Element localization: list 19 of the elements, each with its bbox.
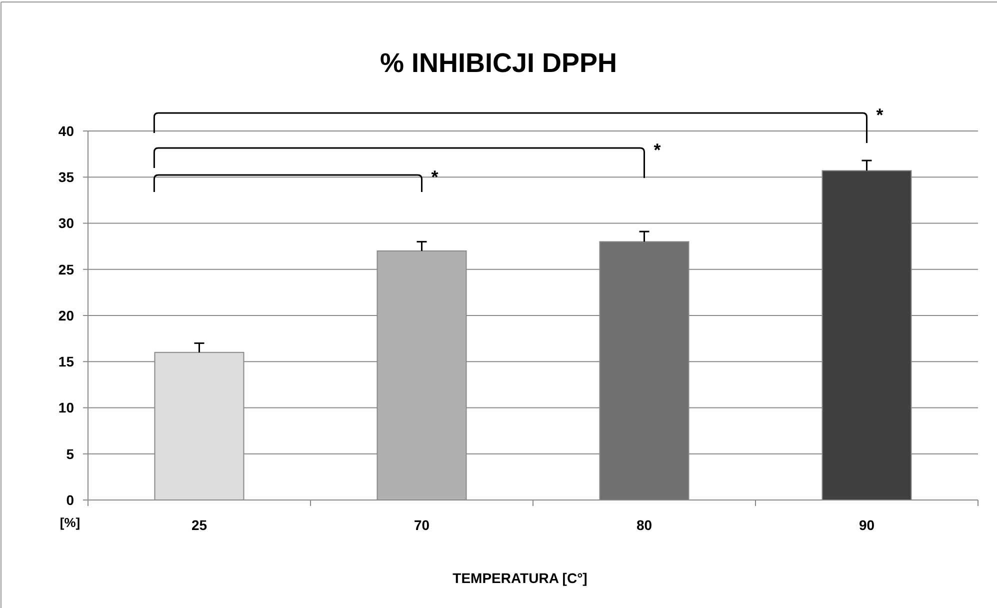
chart-title: % INHIBICJI DPPH [380,48,618,78]
annotation: * [431,167,438,187]
text: * [876,105,884,125]
y-tick-label: 40 [58,122,74,139]
x-tick-label: 25 [191,517,208,533]
y-tick-label: 0 [66,492,74,508]
y-tick-label: 20 [58,307,74,324]
x-tick-label: 70 [414,517,430,533]
y-tick-label: 5 [66,446,74,462]
annotation: * [654,140,661,160]
y-axis-title: [%] [60,515,80,530]
y-tick-label: 15 [58,354,74,370]
x-axis-title: TEMPERATURA [C°] [452,570,588,586]
y-tick-label: 30 [58,215,74,232]
y-tick-label: 10 [58,400,74,416]
x-tick-label: 90 [858,517,875,533]
y-tick-label: 25 [58,261,74,278]
y-tick-label: 35 [58,169,74,186]
x-tick-label: 80 [636,517,652,533]
